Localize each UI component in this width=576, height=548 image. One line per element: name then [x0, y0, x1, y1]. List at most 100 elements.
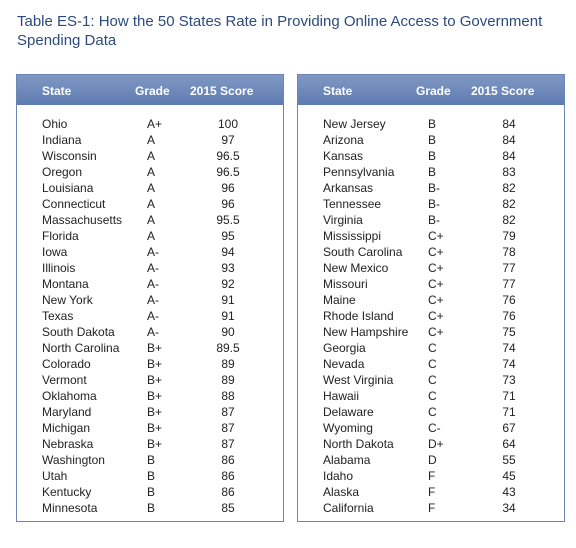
table-row: Kentucky B 86: [17, 484, 283, 500]
score-cell: 88: [221, 389, 235, 403]
table-row: California F 34: [298, 500, 564, 516]
grade-cell: C+: [428, 229, 444, 243]
state-cell: New Mexico: [323, 261, 389, 275]
table-row: Massachusetts A 95.5: [17, 212, 283, 228]
table-row: New Hampshire C+ 75: [298, 324, 564, 340]
score-cell: 75: [502, 325, 516, 339]
table-row: Indiana A 97: [17, 132, 283, 148]
score-cell: 96.5: [216, 149, 240, 163]
state-cell: South Dakota: [42, 325, 115, 339]
state-cell: Georgia: [323, 341, 366, 355]
score-cell: 45: [502, 469, 516, 483]
table-row: South Carolina C+ 78: [298, 244, 564, 260]
table-row: Delaware C 71: [298, 404, 564, 420]
grade-cell: A: [147, 149, 156, 163]
score-cell: 86: [221, 469, 235, 483]
state-cell: Illinois: [42, 261, 76, 275]
state-cell: Kentucky: [42, 485, 92, 499]
score-cell: 84: [502, 133, 516, 147]
left-table-header: State Grade 2015 Score: [17, 75, 283, 105]
table-row: Illinois A- 93: [17, 260, 283, 276]
score-cell: 86: [221, 485, 235, 499]
state-cell: Maryland: [42, 405, 92, 419]
state-cell: Missouri: [323, 277, 368, 291]
state-cell: New Hampshire: [323, 325, 409, 339]
score-cell: 96: [221, 197, 235, 211]
table-row: Michigan B+ 87: [17, 420, 283, 436]
score-cell: 92: [221, 277, 235, 291]
state-cell: Massachusetts: [42, 213, 123, 227]
state-cell: Delaware: [323, 405, 374, 419]
state-cell: New Jersey: [323, 117, 386, 131]
state-cell: Rhode Island: [323, 309, 394, 323]
table-row: New Jersey B 84: [298, 116, 564, 132]
score-cell: 96.5: [216, 165, 240, 179]
grade-cell: A: [147, 181, 156, 195]
grade-cell: B: [147, 453, 156, 467]
grade-cell: C: [428, 389, 437, 403]
state-cell: North Dakota: [323, 437, 394, 451]
score-cell: 82: [502, 213, 516, 227]
grade-cell: B: [428, 117, 437, 131]
grade-cell: A: [147, 197, 156, 211]
table-row: Maryland B+ 87: [17, 404, 283, 420]
table-row: Vermont B+ 89: [17, 372, 283, 388]
grade-cell: A-: [147, 325, 159, 339]
grade-cell: B+: [147, 389, 163, 403]
table-row: Washington B 86: [17, 452, 283, 468]
table-row: Ohio A+ 100: [17, 116, 283, 132]
grade-cell: D: [428, 453, 437, 467]
state-cell: Wisconsin: [42, 149, 97, 163]
score-cell: 93: [221, 261, 235, 275]
grade-cell: B: [147, 501, 156, 515]
grade-cell: C+: [428, 293, 444, 307]
score-cell: 91: [221, 293, 235, 307]
state-cell: Oklahoma: [42, 389, 97, 403]
grade-cell: B+: [147, 437, 163, 451]
grade-cell: D+: [428, 437, 444, 451]
table-row: Nevada C 74: [298, 356, 564, 372]
state-cell: Washington: [42, 453, 105, 467]
table-row: Mississippi C+ 79: [298, 228, 564, 244]
table-row: New York A- 91: [17, 292, 283, 308]
score-cell: 64: [502, 437, 516, 451]
state-cell: Connecticut: [42, 197, 106, 211]
state-cell: Alaska: [323, 485, 360, 499]
score-cell: 71: [502, 389, 516, 403]
grade-cell: B+: [147, 405, 163, 419]
right-table-header: State Grade 2015 Score: [298, 75, 564, 105]
state-cell: Idaho: [323, 469, 354, 483]
table-row: Alabama D 55: [298, 452, 564, 468]
grade-cell: B: [428, 149, 437, 163]
grade-cell: B+: [147, 373, 163, 387]
right-table-body: New Jersey B 84 Arizona B 84 Kansas B 84 Pennsylv…: [298, 105, 564, 516]
grade-cell: C: [428, 341, 437, 355]
state-cell: California: [323, 501, 374, 515]
state-cell: Colorado: [42, 357, 91, 371]
grade-cell: A-: [147, 261, 159, 275]
grade-cell: C-: [428, 421, 441, 435]
state-cell: New York: [42, 293, 93, 307]
header-score: 2015 Score: [190, 84, 254, 98]
grade-cell: B+: [147, 421, 163, 435]
score-cell: 78: [502, 245, 516, 259]
state-cell: Florida: [42, 229, 79, 243]
table-row: Oregon A 96.5: [17, 164, 283, 180]
table-row: West Virginia C 73: [298, 372, 564, 388]
table-row: Louisiana A 96: [17, 180, 283, 196]
score-cell: 71: [502, 405, 516, 419]
grade-cell: A-: [147, 309, 159, 323]
grade-cell: B-: [428, 213, 440, 227]
score-cell: 83: [502, 165, 516, 179]
score-cell: 100: [217, 117, 239, 131]
score-cell: 94: [221, 245, 235, 259]
grade-cell: A: [147, 133, 156, 147]
state-cell: North Carolina: [42, 341, 120, 355]
table-row: Arkansas B- 82: [298, 180, 564, 196]
score-cell: 76: [502, 293, 516, 307]
grade-cell: C: [428, 405, 437, 419]
grade-cell: A: [147, 165, 156, 179]
state-cell: Texas: [42, 309, 74, 323]
state-cell: Iowa: [42, 245, 68, 259]
state-cell: Ohio: [42, 117, 68, 131]
